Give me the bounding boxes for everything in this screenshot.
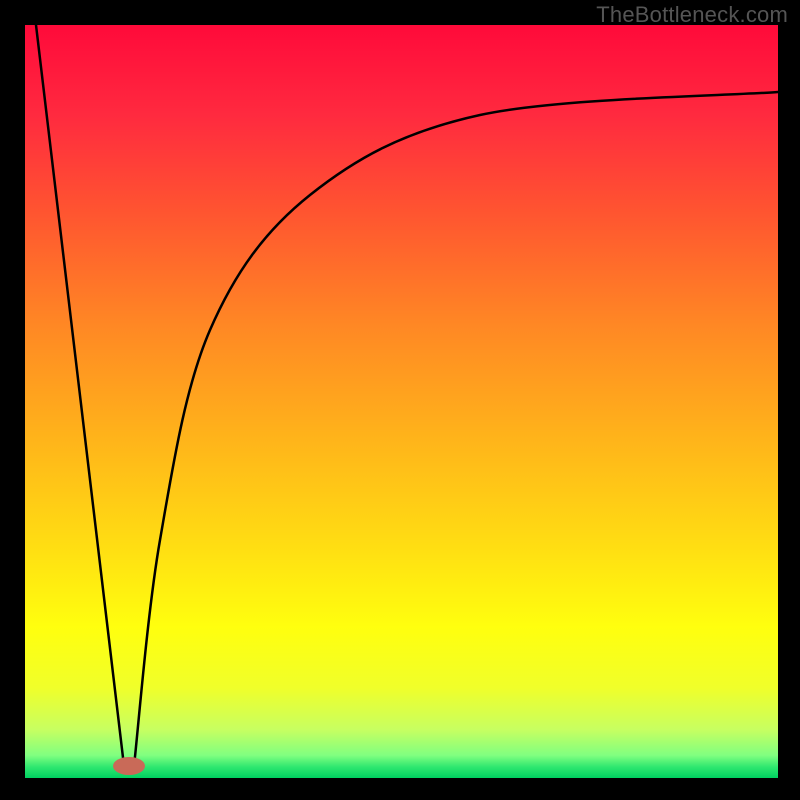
plot-gradient-background (25, 25, 778, 778)
watermark-text: TheBottleneck.com (596, 2, 788, 28)
dip-marker (113, 757, 145, 775)
